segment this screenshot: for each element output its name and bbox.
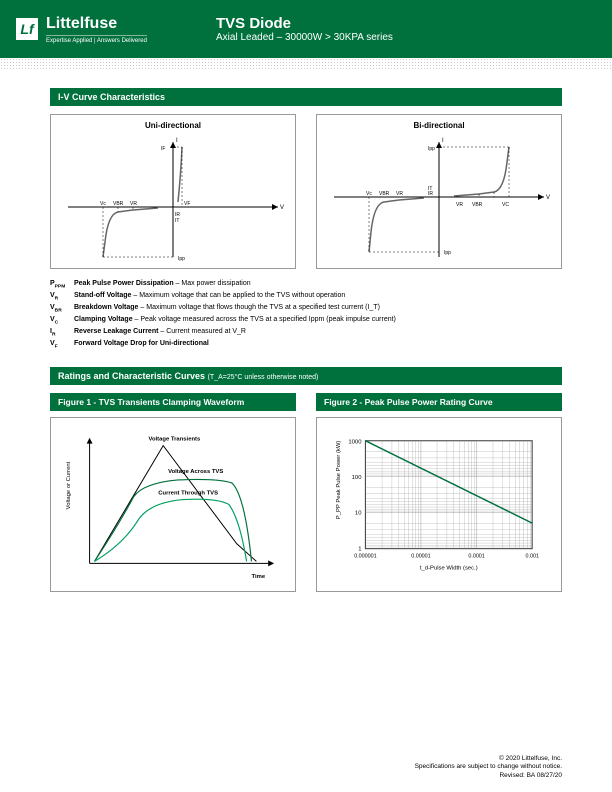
svg-text:0.00001: 0.00001 bbox=[411, 553, 430, 559]
figure2-box: 1 10 100 1000 0.000001 0.00001 0.0001 0.… bbox=[316, 417, 562, 592]
svg-text:t_d-Pulse Width (sec.): t_d-Pulse Width (sec.) bbox=[420, 565, 478, 571]
svg-text:Ipp: Ipp bbox=[444, 250, 451, 256]
svg-text:IF: IF bbox=[161, 146, 165, 152]
svg-text:Voltage Across TVS: Voltage Across TVS bbox=[168, 469, 223, 475]
svg-text:0.000001: 0.000001 bbox=[354, 553, 376, 559]
iv-uni-chart: I V Vc VBR VR IR IT Ipp VF IF bbox=[57, 132, 289, 262]
svg-text:100: 100 bbox=[352, 475, 363, 481]
def-row: PPPMPeak Pulse Power Dissipation – Max p… bbox=[50, 279, 562, 291]
figure1-col: Figure 1 - TVS Transients Clamping Wavef… bbox=[50, 393, 296, 592]
figure2-title: Figure 2 - Peak Pulse Power Rating Curve bbox=[316, 393, 562, 411]
figure1-title: Figure 1 - TVS Transients Clamping Wavef… bbox=[50, 393, 296, 411]
iv-bi-chart: I V Ipp IT IR VR VBR VC Vc VBR VR Ipp bbox=[323, 132, 555, 262]
title-area: TVS Diode Axial Leaded – 30000W > 30KPA … bbox=[216, 15, 393, 43]
section-ratings-title: Ratings and Characteristic Curves (T_A=2… bbox=[50, 367, 562, 385]
page-title: TVS Diode bbox=[216, 15, 393, 32]
iv-bi-box: Bi-directional I V Ipp bbox=[316, 114, 562, 269]
figure-row: Figure 1 - TVS Transients Clamping Wavef… bbox=[50, 393, 562, 592]
svg-text:VR: VR bbox=[396, 191, 403, 197]
svg-text:I: I bbox=[442, 138, 444, 144]
dotted-divider bbox=[0, 58, 612, 70]
svg-text:VF: VF bbox=[184, 201, 190, 207]
fig1-ylabel: Voltage or Current bbox=[66, 461, 72, 509]
svg-text:V: V bbox=[280, 205, 284, 211]
logo-icon: Lf bbox=[16, 18, 38, 40]
svg-text:Voltage Transients: Voltage Transients bbox=[148, 437, 201, 443]
svg-text:I: I bbox=[176, 138, 178, 144]
svg-text:Current Through TVS: Current Through TVS bbox=[158, 491, 218, 497]
figure2-chart: 1 10 100 1000 0.000001 0.00001 0.0001 0.… bbox=[325, 426, 553, 583]
page-header: Lf Littelfuse Expertise Applied | Answer… bbox=[0, 0, 612, 58]
svg-text:Ipp: Ipp bbox=[428, 146, 435, 152]
svg-text:0.001: 0.001 bbox=[525, 553, 538, 559]
page-subtitle: Axial Leaded – 30000W > 30KPA series bbox=[216, 32, 393, 43]
iv-uni-box: Uni-directional I V Vc bbox=[50, 114, 296, 269]
footer-revised: Revised: BA 08/27/20 bbox=[415, 772, 562, 780]
iv-curve-row: Uni-directional I V Vc bbox=[50, 114, 562, 269]
svg-text:VBR: VBR bbox=[472, 202, 483, 208]
footer-disclaimer: Specifications are subject to change wit… bbox=[415, 763, 562, 771]
def-row: VFForward Voltage Drop for Uni-direction… bbox=[50, 339, 562, 351]
svg-text:VC: VC bbox=[502, 202, 509, 208]
footer-copyright: © 2020 Littelfuse, Inc. bbox=[415, 755, 562, 763]
svg-text:IR: IR bbox=[428, 191, 433, 197]
svg-text:IT: IT bbox=[175, 218, 179, 224]
logo-area: Lf Littelfuse Expertise Applied | Answer… bbox=[16, 15, 196, 44]
svg-text:VBR: VBR bbox=[379, 191, 390, 197]
page-footer: © 2020 Littelfuse, Inc. Specifications a… bbox=[415, 755, 562, 780]
def-row: VCClamping Voltage – Peak voltage measur… bbox=[50, 315, 562, 327]
svg-text:0.0001: 0.0001 bbox=[468, 553, 484, 559]
fig1-xlabel: Time bbox=[252, 574, 266, 580]
svg-text:P_PP Peak Pulse Power (kW): P_PP Peak Pulse Power (kW) bbox=[336, 441, 342, 520]
iv-bi-title: Bi-directional bbox=[323, 121, 555, 130]
svg-text:VR: VR bbox=[456, 202, 463, 208]
svg-text:1: 1 bbox=[358, 547, 361, 553]
svg-text:VBR: VBR bbox=[113, 201, 124, 207]
svg-text:VR: VR bbox=[130, 201, 137, 207]
brand-name: Littelfuse bbox=[46, 15, 147, 33]
section-iv-title: I-V Curve Characteristics bbox=[50, 88, 562, 106]
figure2-col: Figure 2 - Peak Pulse Power Rating Curve bbox=[316, 393, 562, 592]
svg-text:Vc: Vc bbox=[366, 191, 372, 197]
iv-uni-title: Uni-directional bbox=[57, 121, 289, 130]
svg-text:1000: 1000 bbox=[348, 440, 362, 446]
brand-tagline: Expertise Applied | Answers Delivered bbox=[46, 35, 147, 44]
def-row: IRReverse Leakage Current – Current meas… bbox=[50, 327, 562, 339]
def-row: VRStand-off Voltage – Maximum voltage th… bbox=[50, 291, 562, 303]
figure1-box: Voltage or Current Time Voltage Transien… bbox=[50, 417, 296, 592]
svg-text:Vc: Vc bbox=[100, 201, 106, 207]
svg-text:V: V bbox=[546, 195, 550, 201]
svg-text:Ipp: Ipp bbox=[178, 256, 185, 262]
content-area: I-V Curve Characteristics Uni-directiona… bbox=[0, 88, 612, 592]
def-row: VBRBreakdown Voltage – Maximum voltage t… bbox=[50, 303, 562, 315]
definitions-list: PPPMPeak Pulse Power Dissipation – Max p… bbox=[50, 279, 562, 351]
figure1-chart: Voltage or Current Time Voltage Transien… bbox=[59, 426, 287, 583]
svg-text:10: 10 bbox=[355, 510, 362, 516]
